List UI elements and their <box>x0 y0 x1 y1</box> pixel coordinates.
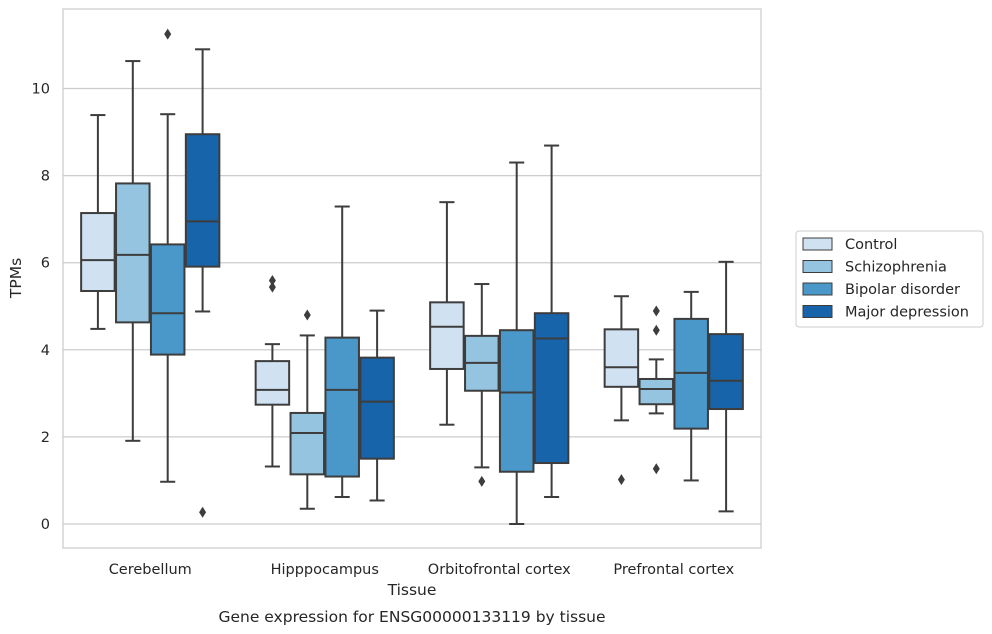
box-iqr <box>254 360 291 406</box>
legend-swatch <box>802 305 833 318</box>
y-tick-label: 2 <box>41 430 50 446</box>
x-tick-label: Cerebellum <box>109 562 192 578</box>
box-schizophrenia <box>638 305 675 475</box>
box-iqr <box>638 377 675 406</box>
box-iqr <box>80 212 116 293</box>
box-schizophrenia <box>115 60 151 442</box>
y-tick-label: 0 <box>41 517 50 533</box>
box-bipolar-disorder <box>673 290 709 482</box>
y-tick-label: 4 <box>41 343 50 359</box>
legend-swatch <box>802 237 833 251</box>
outlier-point <box>652 324 660 336</box>
box-control <box>254 275 291 468</box>
box-schizophrenia <box>289 309 326 510</box>
legend-swatch <box>802 282 833 296</box>
y-tick-labels: 0 2 4 6 8 10 <box>32 82 50 534</box>
outlier-point <box>652 305 660 317</box>
box-iqr <box>324 336 360 478</box>
legend-label: Bipolar disorder <box>845 282 960 298</box>
y-tick-label: 10 <box>32 82 50 98</box>
outlier-point <box>164 28 172 40</box>
box-major-depression <box>184 48 221 518</box>
box-iqr <box>708 333 744 411</box>
outlier-point <box>617 474 625 486</box>
box-bipolar-disorder <box>324 205 360 498</box>
x-tick-label: Orbitofrontal cortex <box>428 562 571 578</box>
box-control <box>80 114 116 330</box>
box-plot-marks <box>80 28 744 525</box>
legend-swatch <box>802 260 833 273</box>
box-bipolar-disorder <box>149 28 186 483</box>
box-major-depression <box>533 144 570 498</box>
box-control <box>429 201 465 426</box>
box-iqr <box>498 329 535 473</box>
box-bipolar-disorder <box>498 161 535 525</box>
plot-frame <box>62 8 762 549</box>
legend-label: Schizophrenia <box>845 260 947 276</box>
box-major-depression <box>708 260 744 513</box>
box-iqr <box>429 301 465 370</box>
box-iqr <box>149 243 186 356</box>
y-tick-label: 6 <box>41 256 50 272</box>
box-iqr <box>603 328 640 388</box>
outlier-point <box>652 463 660 475</box>
box-schizophrenia <box>464 283 500 487</box>
legend-label: Major depression <box>845 305 969 321</box>
box-iqr <box>289 411 326 476</box>
box-iqr <box>533 312 570 465</box>
y-tick-label: 8 <box>41 169 50 185</box>
x-axis-label: Tissue <box>387 581 437 599</box>
outlier-point <box>478 475 486 487</box>
outlier-point <box>268 281 276 293</box>
x-tick-labels: Cerebellum Hipppocampus Orbitofrontal cort… <box>109 562 735 578</box>
chart-title: Gene expression for ENSG00000133119 by t… <box>218 608 605 626</box>
x-tick-label: Hipppocampus <box>271 562 379 578</box>
x-tick-label: Prefrontal cortex <box>613 562 734 578</box>
box-major-depression <box>359 309 395 502</box>
legend: Control Schizophrenia Bipolar disorder Majo… <box>795 230 984 328</box>
outlier-point <box>199 506 207 518</box>
outlier-point <box>268 275 276 287</box>
box-iqr <box>115 182 151 324</box>
legend-label: Control <box>845 237 897 253</box>
box-iqr <box>359 356 395 460</box>
y-axis-label: TPMs <box>7 258 25 299</box>
box-iqr <box>184 133 221 268</box>
box-control <box>603 295 640 486</box>
legend-frame <box>795 230 984 328</box>
outlier-point <box>303 309 311 321</box>
